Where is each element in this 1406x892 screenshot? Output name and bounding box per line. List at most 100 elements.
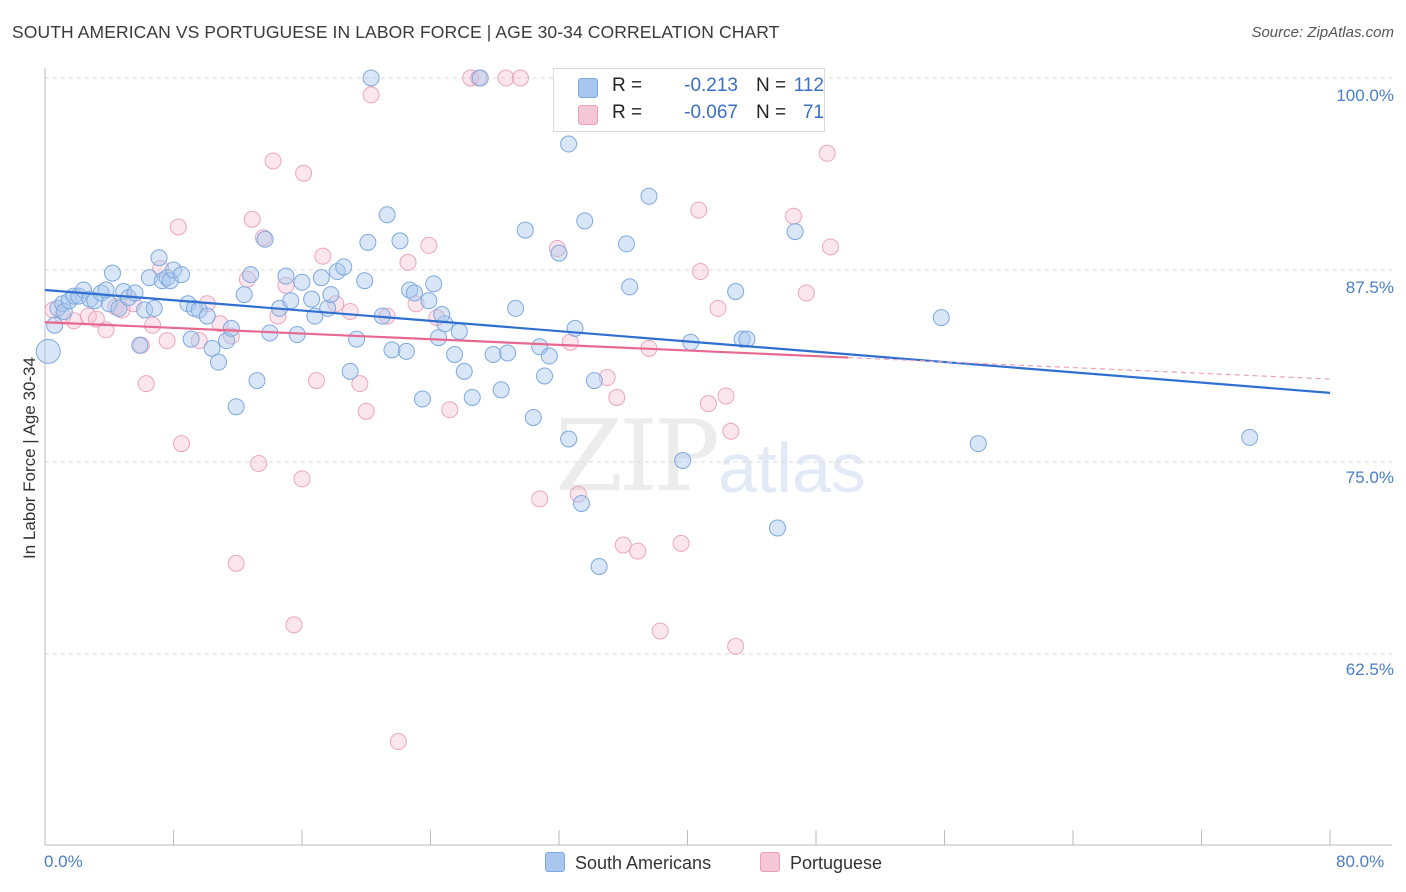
south-american-point: [227, 398, 245, 416]
south-american-point: [173, 266, 191, 284]
south-american-point: [203, 339, 221, 357]
portuguese-point: [227, 554, 245, 572]
gridlines: [45, 77, 1392, 655]
south-american-point: [103, 264, 121, 282]
south-american-point: [640, 187, 658, 205]
portuguese-point: [511, 69, 529, 87]
portuguese-point: [285, 616, 303, 634]
south-american-point: [335, 258, 353, 276]
south-american-point: [182, 330, 200, 348]
south-american-point: [282, 292, 300, 310]
south-american-point: [397, 342, 415, 360]
south-american-point: [450, 322, 468, 340]
legend-swatch: [760, 852, 780, 872]
portuguese-trend-line: [44, 321, 849, 359]
south-american-point: [145, 299, 163, 317]
y-axis-label: In Labor Force | Age 30-34: [20, 357, 39, 559]
south-american-point: [131, 336, 149, 354]
south-american-point: [484, 345, 502, 363]
portuguese-point: [137, 375, 155, 393]
south-american-point: [46, 316, 64, 334]
south-american-point: [198, 307, 216, 325]
south-americans-trend-line: [44, 288, 1331, 394]
portuguese-point: [314, 247, 332, 265]
portuguese-point: [614, 536, 632, 554]
portuguese-point: [264, 152, 282, 170]
portuguese-point: [727, 637, 745, 655]
south-american-point: [322, 286, 340, 304]
south-american-point: [507, 299, 525, 317]
legend-item-portuguese[interactable]: Portuguese: [760, 852, 882, 874]
south-american-point: [391, 232, 409, 250]
south-american-point: [303, 290, 321, 308]
south-american-point: [248, 372, 266, 390]
portuguese-point: [722, 422, 740, 440]
south-american-point: [590, 557, 608, 575]
portuguese-point: [211, 315, 229, 333]
n-value: 112: [793, 75, 824, 96]
portuguese-trend-extension: [848, 356, 1331, 380]
legend-swatch: [545, 852, 565, 872]
portuguese-point: [608, 388, 626, 406]
south-american-point: [436, 315, 454, 333]
portuguese-point: [351, 375, 369, 393]
portuguese-point: [690, 201, 708, 219]
south-american-point: [576, 212, 594, 230]
south-american-point: [356, 272, 374, 290]
y-tick-label: 75.0%: [1345, 468, 1394, 487]
south-american-point: [150, 249, 168, 267]
portuguese-point: [277, 276, 295, 294]
south-american-point: [405, 284, 423, 302]
portuguese-point: [717, 387, 735, 405]
legend-swatch: [578, 105, 598, 125]
portuguese-point: [173, 435, 191, 453]
portuguese-point: [152, 259, 170, 277]
portuguese-point: [87, 310, 105, 328]
south-american-point: [1241, 428, 1259, 446]
r-label: R =: [612, 75, 643, 96]
south-american-point: [446, 345, 464, 363]
chart-title: SOUTH AMERICAN VS PORTUGUESE IN LABOR FO…: [12, 22, 780, 42]
portuguese-point: [357, 402, 375, 420]
portuguese-point: [821, 238, 839, 256]
y-tick-label: 100.0%: [1336, 86, 1394, 105]
south-american-point: [413, 390, 431, 408]
south-american-point: [733, 330, 751, 348]
series-portuguese-points: [44, 69, 839, 751]
south-american-point: [560, 430, 578, 448]
south-american-point: [293, 273, 311, 291]
south-american-point: [256, 230, 274, 248]
x-tick-label: 80.0%: [1336, 852, 1385, 871]
south-american-point: [674, 451, 692, 469]
portuguese-point: [341, 302, 359, 320]
legend-item-south-americans[interactable]: South Americans: [545, 852, 711, 874]
portuguese-point: [699, 395, 717, 413]
portuguese-point: [531, 490, 549, 508]
south-american-point: [550, 244, 568, 262]
portuguese-point: [497, 69, 515, 87]
x-tick-label: 0.0%: [44, 852, 83, 871]
trend-lines: [44, 288, 1331, 394]
south-american-point: [341, 362, 359, 380]
south-american-point: [209, 353, 227, 371]
south-american-point: [165, 261, 182, 279]
n-label: N =: [756, 102, 787, 123]
south-american-point: [383, 341, 401, 359]
portuguese-point: [598, 369, 616, 387]
portuguese-point: [158, 332, 176, 350]
south-american-point: [430, 329, 448, 347]
stats-legend: R = -0.213 N = 112 R = -0.067 N = 71: [553, 68, 825, 132]
south-american-point: [524, 408, 542, 426]
portuguese-point: [651, 622, 669, 640]
south-american-point: [463, 388, 481, 406]
south-american-point: [433, 306, 451, 324]
legend-label: South Americans: [575, 853, 712, 873]
portuguese-point: [672, 534, 690, 552]
y-tick-label: 87.5%: [1345, 278, 1394, 297]
portuguese-point: [307, 372, 325, 390]
portuguese-point: [569, 485, 587, 503]
r-label: R =: [612, 102, 643, 123]
south-american-point: [348, 330, 366, 348]
portuguese-point: [709, 299, 727, 317]
south-american-point: [420, 292, 438, 310]
